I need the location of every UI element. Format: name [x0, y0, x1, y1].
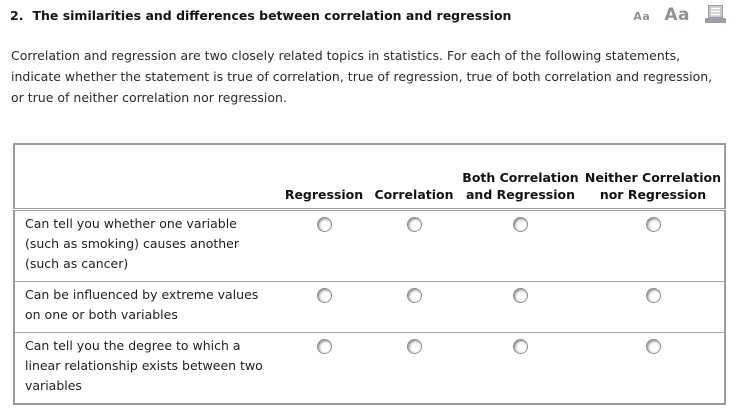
- question-number: 2.: [10, 8, 24, 23]
- radio-row3-neither[interactable]: [646, 340, 660, 353]
- table-row: Can tell you the degree to which a linea…: [14, 332, 725, 404]
- question-instructions: Correlation and regression are two close…: [11, 48, 713, 105]
- radio-row3-correlation[interactable]: [407, 340, 421, 353]
- radio-row2-both[interactable]: [514, 289, 527, 302]
- radio-row1-regression[interactable]: [317, 218, 331, 231]
- radio-row1-correlation[interactable]: [407, 218, 421, 231]
- column-header-both: Both Correlation and Regression: [459, 144, 582, 211]
- table-row: Can be influenced by extreme values on o…: [14, 281, 725, 333]
- radio-row1-both[interactable]: [514, 218, 527, 231]
- column-header-regression: Regression: [279, 144, 369, 211]
- column-header-neither: Neither Correlation nor Regression: [582, 144, 725, 211]
- display-controls: Aa Aa: [633, 5, 729, 24]
- statement-column-header: [14, 144, 279, 211]
- table-header-row: Regression Correlation Both Correlation …: [14, 144, 725, 211]
- print-button[interactable]: [704, 5, 727, 24]
- radio-row2-regression[interactable]: [317, 289, 331, 302]
- font-size-increase-button[interactable]: Aa: [664, 5, 690, 25]
- answer-table: Regression Correlation Both Correlation …: [13, 143, 726, 405]
- radio-row2-correlation[interactable]: [407, 289, 421, 302]
- radio-row1-neither[interactable]: [646, 218, 660, 231]
- radio-row2-neither[interactable]: [646, 289, 660, 302]
- question-header: 2. The similarities and differences betwe…: [0, 0, 737, 24]
- statement-text: Can be influenced by extreme values on o…: [14, 281, 279, 333]
- question-title-text: The similarities and differences between…: [32, 8, 512, 23]
- radio-row3-both[interactable]: [514, 340, 527, 353]
- page-title: 2. The similarities and differences betwe…: [10, 5, 511, 24]
- statement-text: Can tell you the degree to which a linea…: [14, 332, 279, 404]
- column-header-correlation: Correlation: [369, 144, 459, 211]
- font-size-decrease-button[interactable]: Aa: [633, 10, 651, 23]
- radio-row3-regression[interactable]: [317, 340, 331, 353]
- printer-icon: [704, 5, 727, 28]
- table-row: Can tell you whether one variable (such …: [14, 210, 725, 282]
- statement-text: Can tell you whether one variable (such …: [25, 216, 240, 271]
